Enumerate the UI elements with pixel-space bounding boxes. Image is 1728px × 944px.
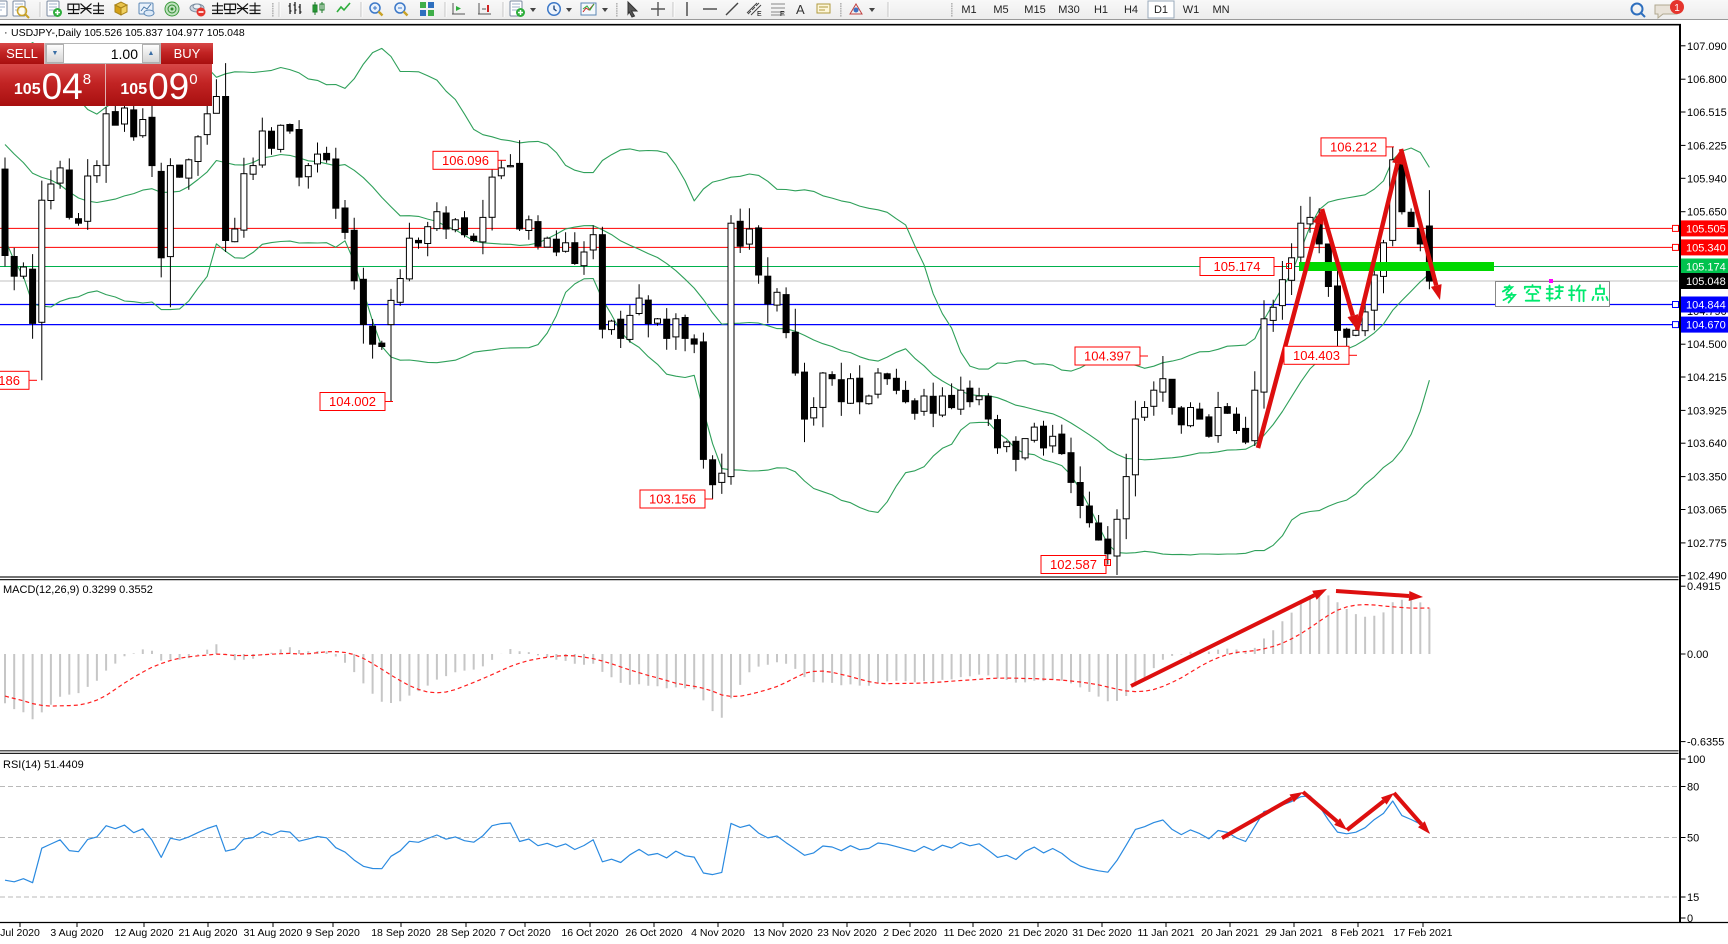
svg-text:15: 15 bbox=[1687, 892, 1699, 904]
svg-text:9 Sep 2020: 9 Sep 2020 bbox=[306, 927, 360, 939]
svg-text:21 Aug 2020: 21 Aug 2020 bbox=[179, 927, 238, 939]
svg-text:102.775: 102.775 bbox=[1687, 538, 1727, 550]
svg-text:23 Nov 2020: 23 Nov 2020 bbox=[817, 927, 877, 939]
svg-text:105.940: 105.940 bbox=[1687, 173, 1727, 185]
svg-text:104.403: 104.403 bbox=[1293, 348, 1340, 363]
svg-text:13 Nov 2020: 13 Nov 2020 bbox=[753, 927, 813, 939]
svg-text:·: · bbox=[4, 27, 8, 39]
svg-text:106.800: 106.800 bbox=[1687, 74, 1727, 86]
svg-text:106.515: 106.515 bbox=[1687, 107, 1727, 119]
svg-text:104.844: 104.844 bbox=[1686, 300, 1726, 312]
svg-text:11 Jan 2021: 11 Jan 2021 bbox=[1137, 927, 1194, 939]
svg-text:103.350: 103.350 bbox=[1687, 472, 1727, 484]
svg-text:MN: MN bbox=[1212, 4, 1229, 16]
svg-text:16 Oct 2020: 16 Oct 2020 bbox=[561, 927, 618, 939]
svg-text:3 Aug 2020: 3 Aug 2020 bbox=[50, 927, 103, 939]
svg-text:107.090: 107.090 bbox=[1687, 41, 1727, 53]
svg-text:20 Jan 2021: 20 Jan 2021 bbox=[1201, 927, 1259, 939]
svg-text:-0.6355: -0.6355 bbox=[1687, 737, 1724, 749]
svg-text:M30: M30 bbox=[1058, 4, 1079, 16]
svg-text:F: F bbox=[780, 11, 784, 18]
svg-text:106.096: 106.096 bbox=[442, 153, 489, 168]
svg-text:50: 50 bbox=[1687, 833, 1699, 845]
svg-text:104.186: 104.186 bbox=[0, 373, 20, 388]
svg-text:102.490: 102.490 bbox=[1687, 571, 1727, 583]
svg-text:104.397: 104.397 bbox=[1084, 349, 1131, 364]
svg-text:M5: M5 bbox=[993, 4, 1008, 16]
svg-text:A: A bbox=[796, 2, 805, 17]
svg-text:USDJPY-,Daily 105.526 105.837: USDJPY-,Daily 105.526 105.837 104.977 10… bbox=[11, 27, 245, 39]
svg-text:M15: M15 bbox=[1024, 4, 1045, 16]
svg-text:104.670: 104.670 bbox=[1686, 320, 1726, 332]
svg-text:106.225: 106.225 bbox=[1687, 140, 1727, 152]
svg-text:105.174: 105.174 bbox=[1686, 262, 1726, 274]
svg-text:105.048: 105.048 bbox=[1686, 276, 1726, 288]
svg-text:Jul 2020: Jul 2020 bbox=[0, 927, 40, 939]
svg-text:M1: M1 bbox=[961, 4, 976, 16]
svg-text:17 Feb 2021: 17 Feb 2021 bbox=[1394, 927, 1453, 939]
svg-text:8 Feb 2021: 8 Feb 2021 bbox=[1331, 927, 1384, 939]
svg-text:D1: D1 bbox=[1154, 4, 1168, 16]
svg-text:RSI(14) 51.4409: RSI(14) 51.4409 bbox=[3, 759, 84, 771]
svg-text:0.00: 0.00 bbox=[1687, 649, 1708, 661]
svg-text:100: 100 bbox=[1687, 754, 1705, 766]
svg-text:80: 80 bbox=[1687, 782, 1699, 794]
svg-text:31 Dec 2020: 31 Dec 2020 bbox=[1072, 927, 1132, 939]
svg-text:105.505: 105.505 bbox=[1686, 223, 1726, 235]
svg-text:103.925: 103.925 bbox=[1687, 405, 1727, 417]
svg-text:E: E bbox=[757, 11, 762, 18]
svg-text:21 Dec 2020: 21 Dec 2020 bbox=[1008, 927, 1068, 939]
svg-text:102.587: 102.587 bbox=[1050, 557, 1097, 572]
svg-text:2 Dec 2020: 2 Dec 2020 bbox=[883, 927, 937, 939]
svg-text:28 Sep 2020: 28 Sep 2020 bbox=[436, 927, 496, 939]
svg-text:105.174: 105.174 bbox=[1214, 259, 1261, 274]
svg-text:104.500: 104.500 bbox=[1687, 339, 1727, 351]
svg-text:103.640: 103.640 bbox=[1687, 438, 1727, 450]
svg-text:104.002: 104.002 bbox=[329, 394, 376, 409]
svg-text:26 Oct 2020: 26 Oct 2020 bbox=[625, 927, 682, 939]
svg-text:4 Nov 2020: 4 Nov 2020 bbox=[691, 927, 745, 939]
svg-text:0: 0 bbox=[1687, 913, 1693, 925]
svg-text:104.215: 104.215 bbox=[1687, 372, 1727, 384]
svg-text:0.4915: 0.4915 bbox=[1687, 581, 1721, 593]
svg-text:12 Aug 2020: 12 Aug 2020 bbox=[115, 927, 174, 939]
svg-text:11 Dec 2020: 11 Dec 2020 bbox=[944, 927, 1003, 939]
svg-text:103.156: 103.156 bbox=[649, 492, 696, 507]
svg-text:W1: W1 bbox=[1183, 4, 1200, 16]
svg-text:MACD(12,26,9) 0.3299 0.3552: MACD(12,26,9) 0.3299 0.3552 bbox=[3, 584, 153, 596]
svg-text:105.340: 105.340 bbox=[1686, 242, 1726, 254]
svg-text:29 Jan 2021: 29 Jan 2021 bbox=[1265, 927, 1323, 939]
svg-text:106.212: 106.212 bbox=[1330, 139, 1377, 154]
svg-text:105.650: 105.650 bbox=[1687, 207, 1727, 219]
svg-text:7 Oct 2020: 7 Oct 2020 bbox=[499, 927, 551, 939]
svg-text:103.065: 103.065 bbox=[1687, 505, 1727, 517]
svg-text:18 Sep 2020: 18 Sep 2020 bbox=[371, 927, 431, 939]
svg-text:H1: H1 bbox=[1094, 4, 1108, 16]
svg-text:H4: H4 bbox=[1124, 4, 1138, 16]
svg-text:31 Aug 2020: 31 Aug 2020 bbox=[244, 927, 303, 939]
svg-text:1: 1 bbox=[1674, 3, 1680, 14]
